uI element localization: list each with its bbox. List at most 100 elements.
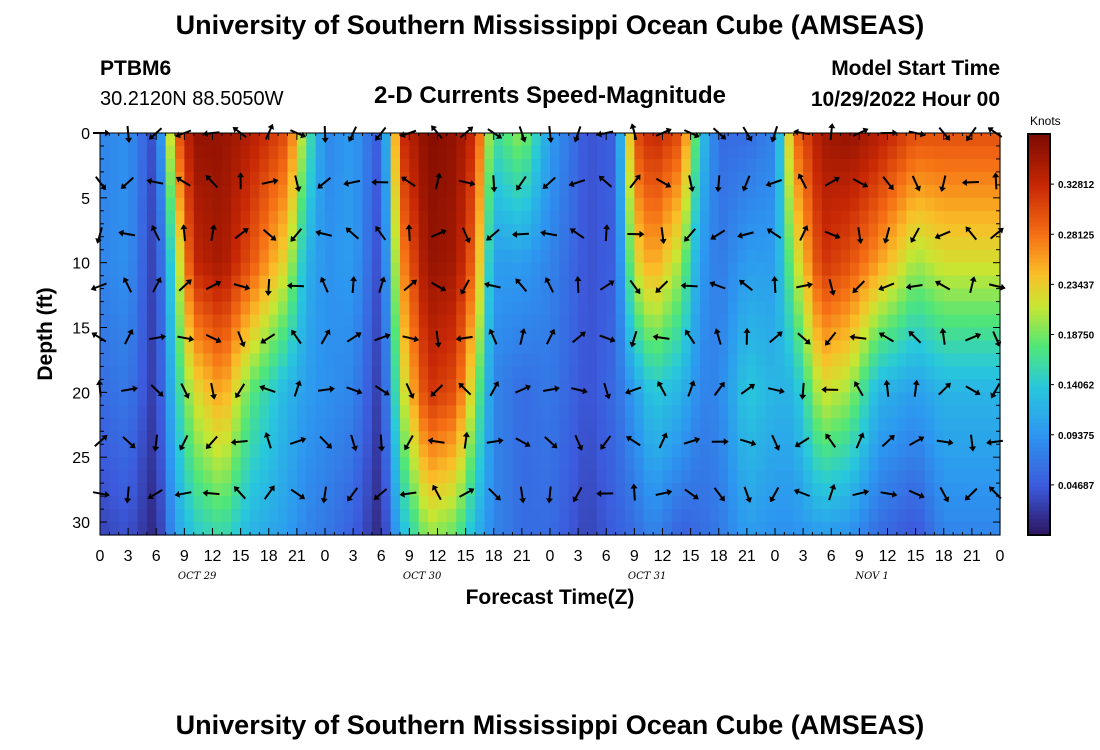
heatmap-cell: [165, 444, 176, 458]
heatmap-cell: [868, 353, 879, 368]
heatmap-cell: [268, 184, 279, 199]
heatmap-cell: [765, 275, 776, 290]
heatmap-cell: [728, 210, 739, 225]
heatmap-cell: [840, 483, 851, 497]
heatmap-cell: [437, 483, 448, 497]
heatmap-cell: [578, 210, 589, 225]
heatmap-cell: [296, 392, 307, 406]
heatmap-cell: [709, 262, 720, 277]
heatmap-cell: [934, 353, 945, 368]
heatmap-cell: [212, 353, 223, 368]
heatmap-cell: [118, 418, 129, 432]
heatmap-cell: [700, 145, 710, 160]
heatmap-cell: [203, 249, 214, 264]
heatmap-cell: [634, 470, 645, 484]
current-arrow-head: [157, 390, 164, 397]
heatmap-cell: [765, 340, 776, 355]
current-arrow-head: [858, 432, 865, 439]
current-arrow-shaft: [743, 175, 751, 190]
current-arrow-shaft: [768, 179, 782, 186]
heatmap-cell: [521, 496, 532, 510]
current-arrow-head: [431, 125, 437, 132]
heatmap-cell: [746, 210, 757, 225]
current-arrow-head: [944, 382, 951, 389]
current-arrow-shaft: [346, 386, 361, 394]
heatmap-cell: [484, 457, 495, 471]
heatmap-cell: [325, 509, 335, 523]
heatmap-cell: [418, 509, 429, 523]
heatmap-cell: [868, 418, 879, 432]
heatmap-cell: [353, 171, 364, 186]
heatmap-cell: [137, 275, 148, 290]
colorbar-segment: [1028, 222, 1050, 227]
current-arrow-head: [300, 131, 307, 139]
heatmap-cell: [287, 522, 298, 536]
heatmap-cell: [512, 483, 523, 497]
current-arrow-shaft: [768, 229, 782, 239]
current-arrow-shaft: [235, 487, 247, 500]
heatmap-cell: [634, 288, 645, 303]
heatmap-cell: [212, 262, 223, 277]
heatmap-cell: [437, 522, 448, 536]
current-arrow-head: [356, 388, 363, 395]
heatmap-cell: [700, 249, 710, 264]
heatmap-cell: [662, 197, 673, 212]
heatmap-cell: [446, 431, 457, 445]
heatmap-cell: [465, 457, 476, 471]
colorbar-segment: [1028, 442, 1050, 448]
current-arrow-head: [990, 392, 997, 399]
heatmap-cell: [175, 470, 185, 484]
heatmap-cell: [812, 444, 823, 458]
heatmap-cell: [437, 158, 448, 173]
heatmap-cell: [578, 483, 589, 497]
heatmap-cell: [456, 223, 467, 238]
colorbar-segment: [1028, 338, 1050, 344]
heatmap-cell: [353, 522, 364, 536]
heatmap-cell: [475, 249, 485, 264]
heatmap-cell: [231, 288, 242, 303]
heatmap-cell: [193, 496, 204, 510]
heatmap-cell: [156, 405, 167, 419]
current-arrow-head: [919, 130, 926, 138]
heatmap-cell: [484, 392, 495, 406]
heatmap-cell: [915, 223, 926, 238]
heatmap-cell: [212, 184, 223, 199]
heatmap-cell: [943, 340, 954, 355]
current-arrow-shaft: [461, 227, 470, 241]
heatmap-cell: [793, 431, 804, 445]
current-arrow-shaft: [317, 231, 333, 237]
heatmap-cell: [596, 496, 607, 510]
heatmap-cell: [137, 184, 148, 199]
heatmap-cell: [100, 444, 110, 458]
heatmap-cell: [831, 340, 842, 355]
x-tick-label: 12: [429, 548, 447, 565]
heatmap-cell: [831, 249, 842, 264]
heatmap-cell: [878, 171, 889, 186]
heatmap-cell: [681, 522, 692, 536]
heatmap-cell: [231, 366, 242, 380]
current-arrow-head: [462, 431, 470, 438]
heatmap-cell: [343, 418, 354, 432]
current-arrow-shaft: [936, 439, 951, 444]
current-arrow-head: [379, 276, 387, 283]
heatmap-cell: [465, 288, 476, 303]
heatmap-cell: [503, 470, 514, 484]
colorbar-segment: [1028, 462, 1050, 468]
heatmap-cell: [409, 314, 420, 329]
heatmap-cell: [259, 158, 270, 173]
heatmap-cell: [953, 483, 964, 497]
heatmap-cell: [287, 223, 298, 238]
colorbar-segment: [1028, 282, 1050, 287]
heatmap-cell: [128, 184, 139, 199]
heatmap-cell: [906, 223, 917, 238]
heatmap-cell: [615, 418, 626, 432]
heatmap-cell: [840, 301, 851, 316]
heatmap-cell: [418, 314, 429, 329]
heatmap-cell: [175, 249, 185, 264]
heatmap-cell: [737, 496, 748, 510]
heatmap-cell: [353, 223, 364, 238]
heatmap-cell: [587, 496, 598, 510]
heatmap-cell: [756, 210, 767, 225]
heatmap-cell: [418, 353, 429, 368]
heatmap-cell: [784, 275, 795, 290]
